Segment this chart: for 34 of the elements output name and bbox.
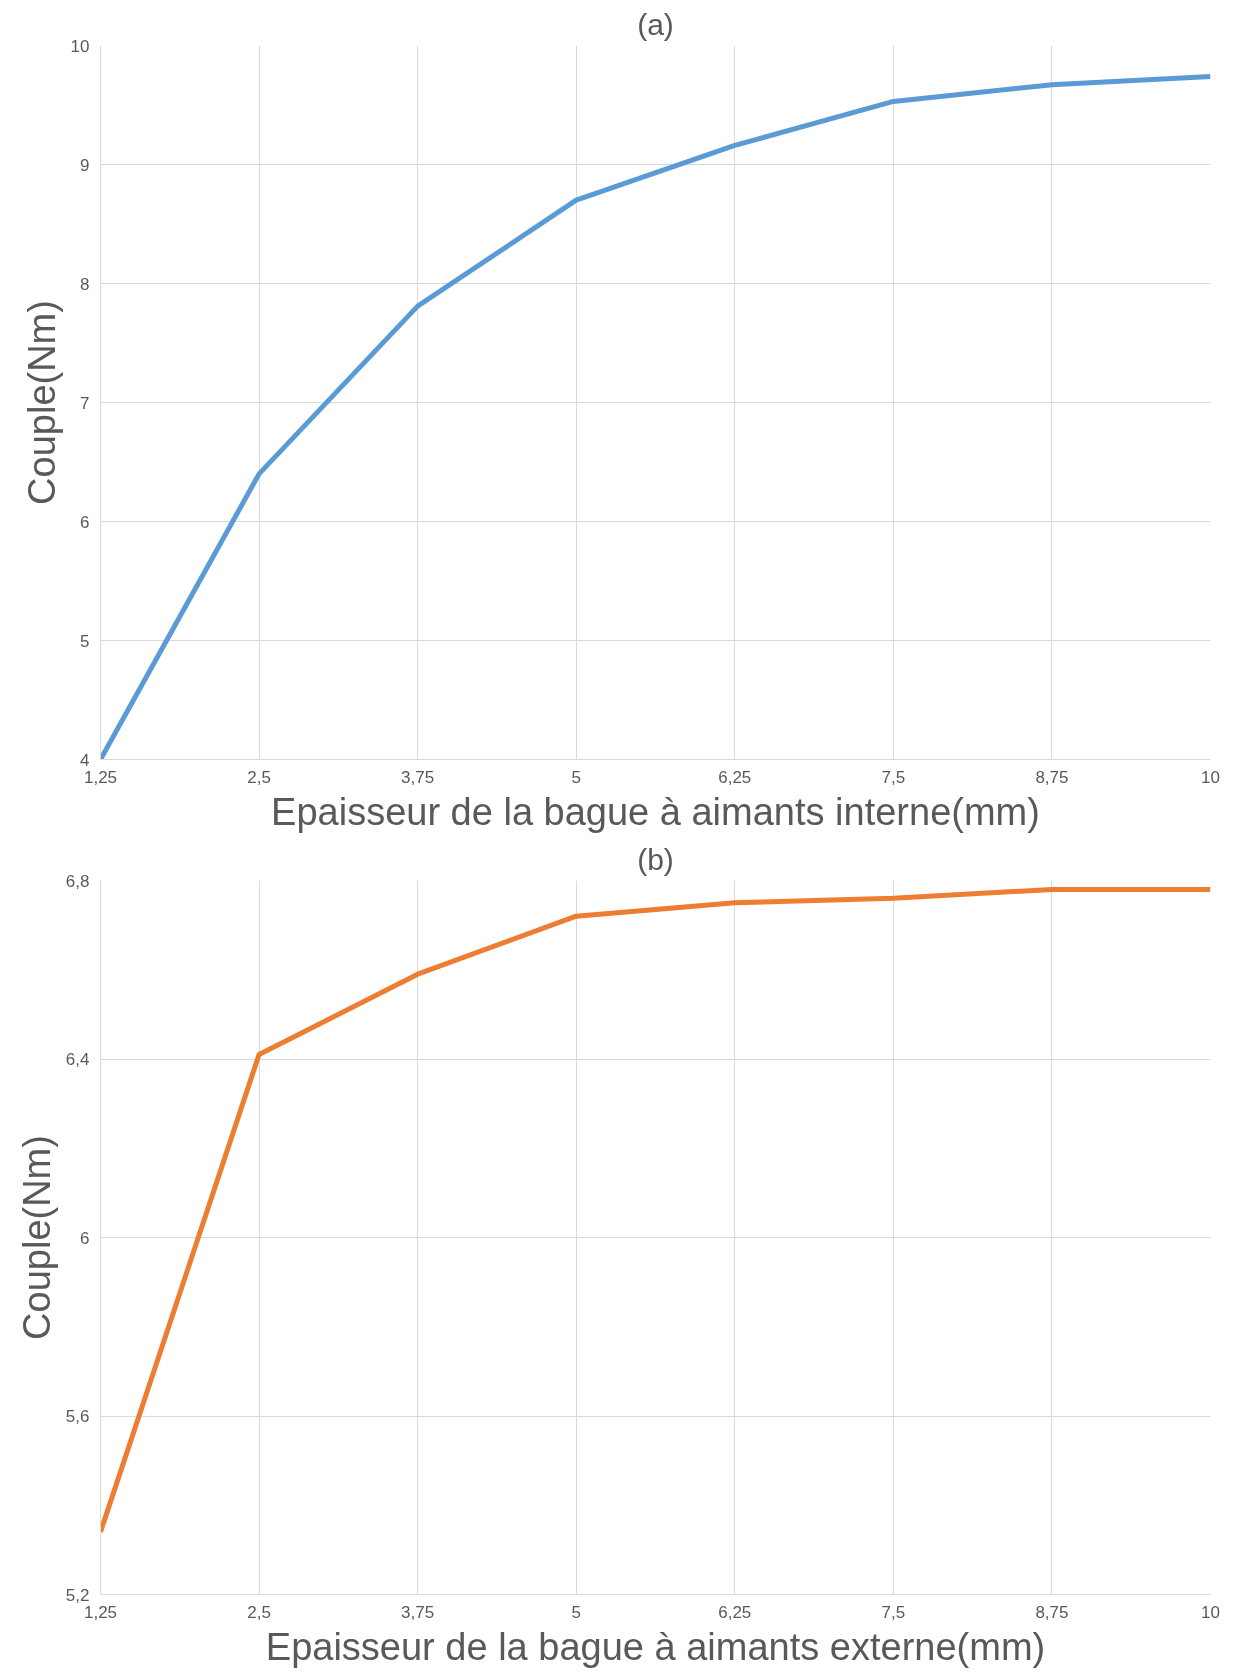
y-tick-label: 6 (80, 512, 90, 532)
x-tick-label: 7,5 (881, 767, 906, 787)
x-tick-label: 2,5 (247, 1602, 271, 1622)
y-tick-label: 7 (80, 393, 90, 413)
x-tick-label: 1,25 (83, 1602, 118, 1622)
y-tick-label: 5,6 (65, 1407, 90, 1426)
y-tick-label: 4 (80, 750, 90, 770)
y-tick-label: 5 (80, 631, 90, 651)
x-axis-title: Epaisseur de la bague à aimants externe(mm) (265, 1625, 1046, 1668)
y-axis-title: Couple(Nm) (20, 300, 63, 505)
x-tick-label: 2,5 (247, 767, 271, 787)
x-tick-label: 5 (571, 767, 581, 787)
x-tick-label: 10 (1201, 1602, 1220, 1622)
x-tick-label: 7,5 (881, 1602, 906, 1622)
x-tick-label: 1,25 (83, 767, 118, 787)
x-tick-label: 3,75 (401, 767, 435, 787)
x-axis-title: Epaisseur de la bague à aimants interne(mm) (271, 790, 1040, 833)
y-tick-label: 6,4 (65, 1050, 90, 1069)
chart-title: (b) (637, 842, 674, 876)
y-tick-label: 5,2 (65, 1585, 90, 1605)
y-axis-title: Couple(Nm) (15, 1135, 58, 1340)
x-tick-label: 10 (1201, 767, 1220, 787)
x-tick-label: 8,75 (1035, 1602, 1069, 1622)
y-tick-label: 8 (80, 274, 90, 294)
x-tick-label: 8,75 (1035, 767, 1069, 787)
y-tick-label: 6,8 (65, 871, 90, 891)
y-tick-label: 6 (80, 1228, 90, 1248)
y-tick-label: 9 (80, 155, 90, 175)
y-tick-label: 10 (70, 36, 90, 56)
x-tick-label: 3,75 (401, 1602, 435, 1622)
x-tick-label: 5 (571, 1602, 581, 1622)
x-tick-label: 6,25 (718, 1602, 752, 1622)
chart-title: (a) (637, 7, 674, 41)
x-tick-label: 6,25 (718, 767, 752, 787)
